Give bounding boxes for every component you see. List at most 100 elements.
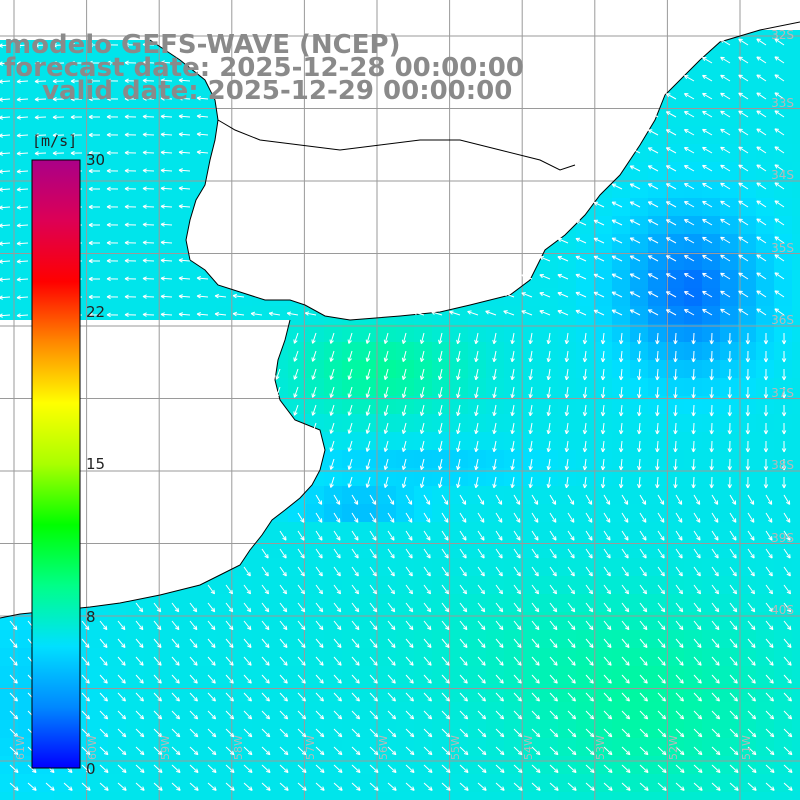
wind-arrow <box>702 290 713 298</box>
wind-arrow <box>70 78 83 84</box>
wind-speed-cell <box>720 774 738 792</box>
wind-speed-cell <box>648 396 666 414</box>
wind-speed-cell <box>756 414 774 432</box>
wind-arrow <box>756 218 767 226</box>
wind-speed-cell <box>324 720 342 738</box>
wind-speed-cell <box>486 414 504 432</box>
wind-speed-cell <box>396 360 414 378</box>
wind-speed-cell <box>414 360 432 378</box>
wind-arrow <box>243 566 251 577</box>
wind-speed-cell <box>54 792 72 800</box>
wind-speed-cell <box>540 468 558 486</box>
wind-speed-cell <box>738 288 756 306</box>
wind-arrow <box>243 620 252 631</box>
wind-arrow <box>621 548 629 559</box>
wind-arrow <box>747 764 757 773</box>
wind-arrow <box>531 566 539 577</box>
wind-arrow <box>401 458 407 470</box>
wind-speed-cell <box>648 342 666 360</box>
wind-speed-cell <box>738 234 756 252</box>
wind-speed-cell <box>666 414 684 432</box>
wind-speed-cell <box>756 252 774 270</box>
wind-arrow <box>495 584 504 595</box>
wind-speed-cell <box>576 414 594 432</box>
wind-arrow <box>639 494 647 505</box>
wind-arrow <box>99 710 109 720</box>
wind-arrow <box>333 620 342 631</box>
wind-arrow <box>225 620 234 631</box>
wind-arrow <box>477 692 486 702</box>
lat-label-33s: 33S <box>771 96 794 110</box>
wind-arrow <box>297 602 306 613</box>
wind-arrow <box>153 620 162 631</box>
wind-speed-cell <box>486 486 504 504</box>
wind-arrow <box>261 656 270 666</box>
wind-arrow <box>673 332 678 345</box>
wind-arrow <box>423 566 431 577</box>
wind-arrow <box>503 292 515 298</box>
wind-arrow <box>135 746 145 756</box>
wind-arrow <box>88 312 100 318</box>
wind-speed-cell <box>648 792 666 800</box>
wind-arrow <box>106 312 119 318</box>
wind-speed-cell <box>432 378 450 396</box>
wind-speed-cell <box>432 540 450 558</box>
wind-speed-cell <box>432 792 450 800</box>
wind-speed-cell <box>324 342 342 360</box>
wind-arrow <box>88 276 100 282</box>
wind-arrow <box>88 204 100 210</box>
wind-arrow <box>106 96 119 102</box>
wind-arrow <box>513 728 523 738</box>
wind-arrow <box>513 782 523 791</box>
wind-speed-cell <box>702 198 720 216</box>
wind-speed-cell <box>666 486 684 504</box>
wind-arrow <box>639 692 648 702</box>
wind-speed-cell <box>630 540 648 558</box>
wind-speed-cell <box>540 504 558 522</box>
wind-arrow <box>171 782 181 791</box>
wind-arrow <box>106 60 119 66</box>
wind-arrow <box>510 404 515 417</box>
wind-arrow <box>401 404 407 416</box>
wind-speed-cell <box>306 360 324 378</box>
wind-speed-cell <box>738 720 756 738</box>
wind-speed-cell <box>288 540 306 558</box>
wind-arrow <box>459 674 468 684</box>
wind-speed-cell <box>432 450 450 468</box>
lat-label-35s: 35S <box>771 241 794 255</box>
wind-arrow <box>675 728 685 738</box>
wind-arrow <box>756 92 767 100</box>
wind-speed-cell <box>414 450 432 468</box>
wind-arrow <box>756 110 767 118</box>
wind-arrow <box>225 746 235 756</box>
wind-arrow <box>693 728 703 738</box>
lon-label-59w: 59W <box>159 735 172 760</box>
wind-speed-cell <box>720 486 738 504</box>
wind-speed-cell <box>522 774 540 792</box>
wind-speed-cell <box>396 450 414 468</box>
wind-speed-cell <box>270 702 288 720</box>
wind-arrow <box>747 692 756 702</box>
wind-speed-cell <box>432 324 450 342</box>
wind-arrow <box>657 710 667 720</box>
wind-arrow <box>438 458 443 471</box>
wind-speed-cell <box>738 450 756 468</box>
wind-speed-cell <box>162 738 180 756</box>
wind-arrow <box>365 386 371 398</box>
wind-speed-cell <box>648 468 666 486</box>
wind-arrow <box>684 147 695 154</box>
wind-speed-cell <box>360 738 378 756</box>
wind-arrow <box>747 530 755 541</box>
wind-speed-cell <box>378 576 396 594</box>
wind-arrow <box>567 692 576 702</box>
wind-arrow <box>531 638 540 648</box>
wind-speed-cell <box>756 792 774 800</box>
wind-arrow <box>441 566 449 577</box>
wind-arrow <box>603 746 613 756</box>
wind-arrow <box>585 602 594 613</box>
wind-arrow <box>419 440 425 452</box>
wind-arrow <box>528 422 533 435</box>
wind-speed-cell <box>342 414 360 432</box>
wind-arrow <box>369 746 379 756</box>
wind-speed-cell <box>396 486 414 504</box>
